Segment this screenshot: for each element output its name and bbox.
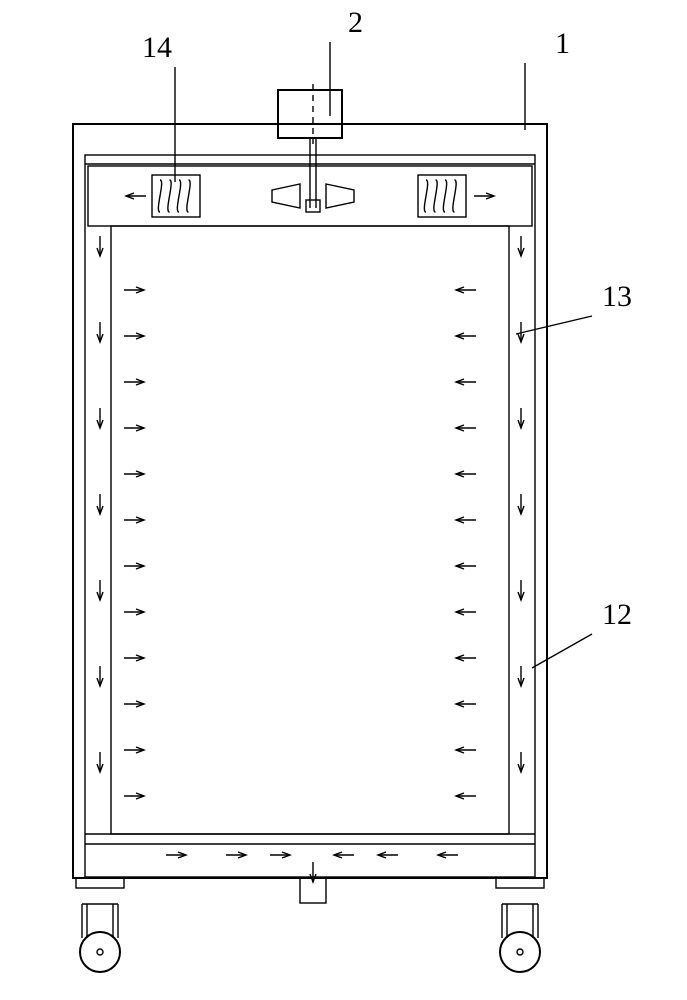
caster-wheels — [76, 878, 544, 972]
diagram-canvas: 2 14 1 13 12 — [0, 0, 687, 1000]
airflow-arrows — [97, 193, 524, 882]
callout-label-1: 1 — [555, 27, 570, 60]
leaders-and-labels: 2 14 1 13 12 — [142, 6, 632, 668]
callout-label-12: 12 — [602, 598, 632, 631]
callout-label-2: 2 — [348, 6, 363, 39]
callout-label-13: 13 — [602, 280, 632, 313]
cabinet — [73, 84, 547, 903]
callout-label-14: 14 — [142, 31, 172, 64]
